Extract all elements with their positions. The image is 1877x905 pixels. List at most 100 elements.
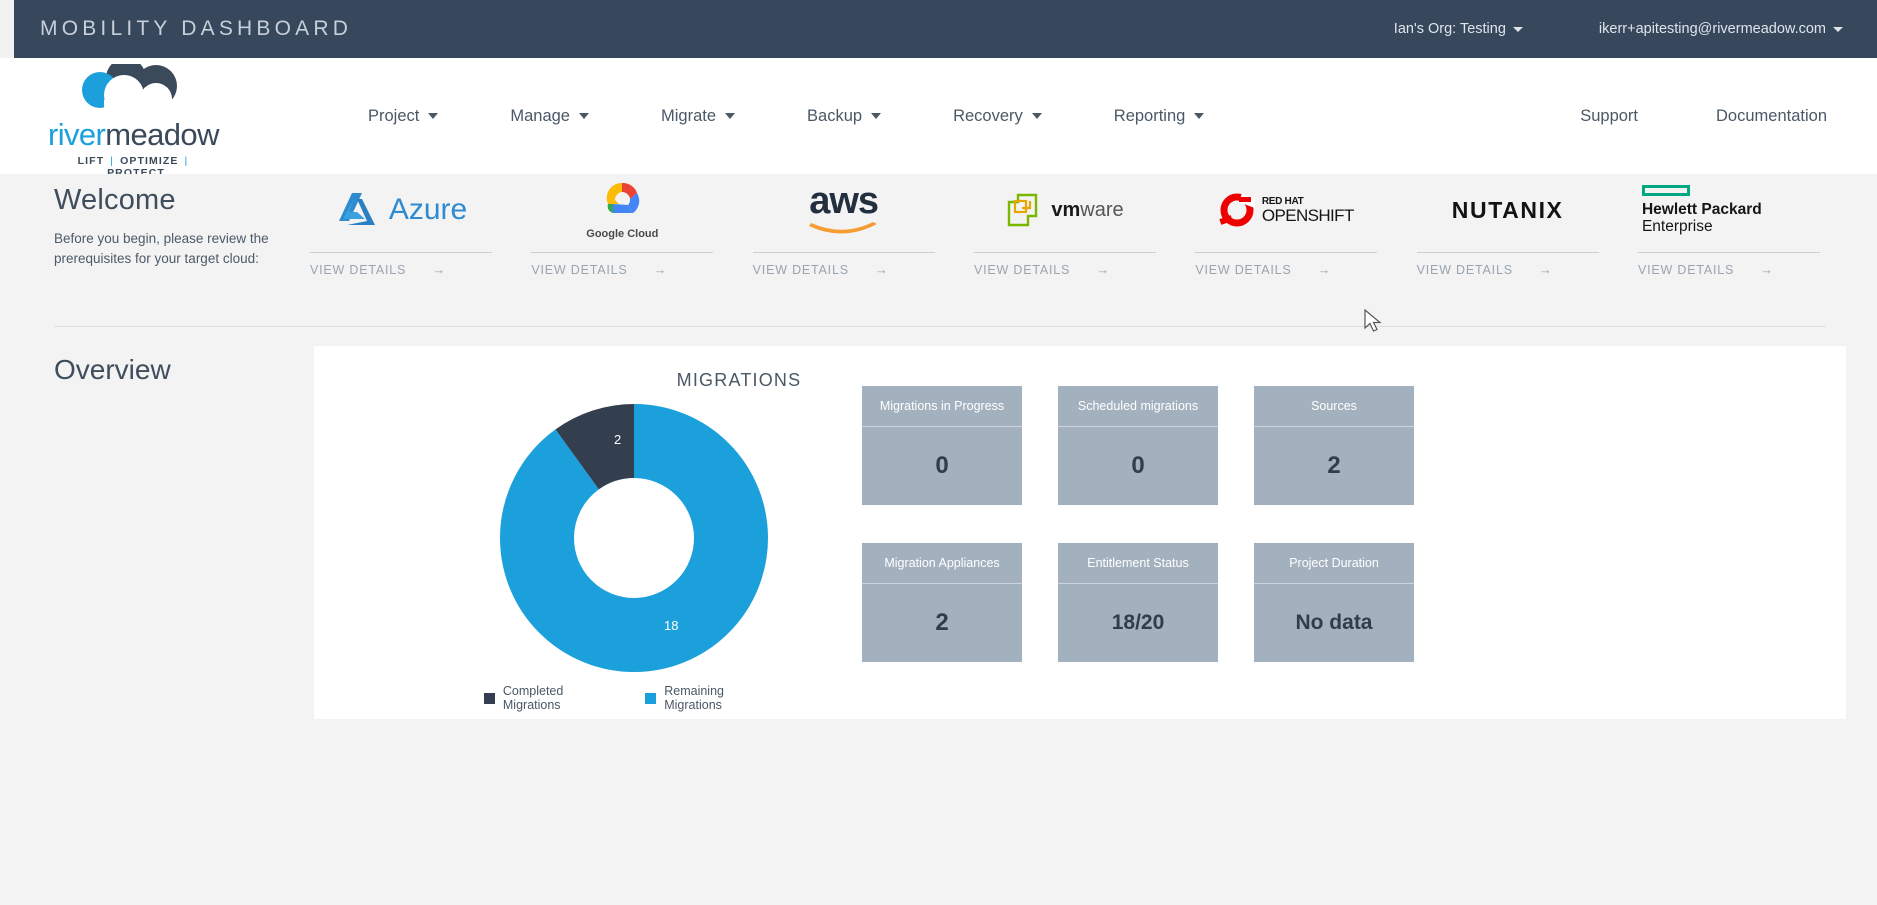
- chevron-down-icon: [1031, 113, 1042, 119]
- red-hat-openshift-icon: [1219, 193, 1255, 227]
- primary-nav: Project Manage Migrate Backup Recovery R…: [332, 58, 1240, 174]
- azure-logo: Azure: [310, 174, 492, 246]
- aws-wordmark: aws: [809, 180, 879, 223]
- stat-tile-label: Migration Appliances: [862, 543, 1022, 584]
- chevron-down-icon: [1833, 26, 1843, 32]
- legend-item-completed[interactable]: Completed Migrations: [484, 684, 623, 712]
- nav-item-label: Migrate: [661, 106, 717, 125]
- cloud-card-nutanix[interactable]: NUTANIX VIEW DETAILS →: [1416, 174, 1599, 309]
- vmware-logo: vmware: [974, 174, 1156, 246]
- main-navbar: [0, 58, 1877, 174]
- aws-smile-icon: [808, 221, 877, 234]
- view-details-label: VIEW DETAILS: [1637, 262, 1735, 277]
- cloud-card-hpe[interactable]: Hewlett Packard Enterprise VIEW DETAILS …: [1637, 174, 1820, 309]
- logo-word-meadow: meadow: [105, 117, 219, 152]
- nav-item-label: Backup: [807, 106, 863, 125]
- arrow-right-icon: →: [432, 262, 447, 277]
- chevron-down-icon: [579, 113, 589, 119]
- arrow-right-icon: →: [1760, 262, 1774, 277]
- hpe-logo: Hewlett Packard Enterprise: [1638, 174, 1820, 246]
- hpe-rect-icon: [1641, 184, 1690, 196]
- nav-item-documentation[interactable]: Documentation: [1716, 106, 1827, 125]
- view-details-label: VIEW DETAILS: [531, 262, 628, 277]
- top-bar-right: Ian's Org: Testing ikerr+apitesting@rive…: [1394, 21, 1843, 37]
- google-cloud-logo: Google Cloud: [531, 174, 713, 246]
- welcome-block: Welcome Before you begin, please review …: [54, 184, 304, 268]
- stat-tile-scheduled-migrations[interactable]: Scheduled migrations 0: [1058, 386, 1218, 505]
- view-details-openshift[interactable]: VIEW DETAILS →: [1195, 252, 1378, 277]
- app-title: MOBILITY DASHBOARD: [40, 17, 353, 40]
- stat-tile-value: No data: [1295, 611, 1373, 634]
- nav-item-support[interactable]: Support: [1580, 106, 1639, 125]
- stat-tile-project-duration[interactable]: Project Duration No data: [1254, 543, 1414, 662]
- nav-item-backup[interactable]: Backup: [771, 107, 917, 126]
- stat-tile-label: Migrations in Progress: [862, 386, 1022, 427]
- org-selector[interactable]: Ian's Org: Testing: [1394, 21, 1523, 37]
- nav-item-recovery[interactable]: Recovery: [917, 107, 1078, 126]
- vmware-wordmark-light: ware: [1080, 198, 1124, 221]
- cloud-card-vmware[interactable]: vmware VIEW DETAILS →: [973, 174, 1156, 309]
- tagline-optimize: OPTIMIZE: [120, 155, 179, 167]
- chart-title: MIGRATIONS: [676, 370, 802, 390]
- azure-icon: [338, 193, 375, 225]
- stat-tile-sources[interactable]: Sources 2: [1254, 386, 1414, 505]
- overview-title: Overview: [54, 354, 171, 385]
- view-details-nutanix[interactable]: VIEW DETAILS →: [1416, 252, 1599, 277]
- view-details-azure[interactable]: VIEW DETAILS →: [310, 252, 492, 277]
- view-details-aws[interactable]: VIEW DETAILS →: [752, 252, 935, 277]
- chevron-down-icon: [1194, 113, 1205, 119]
- cloud-card-azure[interactable]: Azure VIEW DETAILS →: [310, 174, 492, 309]
- donut-slice-completed: [500, 404, 768, 672]
- logo-word-river: river: [48, 117, 106, 152]
- view-details-vmware[interactable]: VIEW DETAILS →: [973, 252, 1156, 277]
- azure-wordmark: Azure: [388, 193, 468, 226]
- rivermeadow-logo[interactable]: rivermeadow LIFT | OPTIMIZE | PROTECT: [48, 58, 219, 179]
- nav-item-project[interactable]: Project: [332, 107, 474, 126]
- donut-label-remaining: 18: [664, 618, 679, 633]
- view-details-google-cloud[interactable]: VIEW DETAILS →: [531, 252, 714, 277]
- vmware-wordmark: vmware: [1051, 199, 1123, 222]
- page-title: Welcome: [54, 184, 176, 216]
- section-divider: [54, 326, 1826, 327]
- cloud-card-openshift[interactable]: RED HAT OPENSHIFT VIEW DETAILS →: [1195, 174, 1378, 309]
- stat-tile-label: Project Duration: [1254, 543, 1414, 584]
- view-details-label: VIEW DETAILS: [752, 262, 849, 277]
- cloud-card-google-cloud[interactable]: Google Cloud VIEW DETAILS →: [531, 174, 714, 309]
- nav-item-manage[interactable]: Manage: [474, 107, 625, 126]
- stat-tile-value: 0: [935, 452, 949, 479]
- secondary-nav: Support Documentation: [1580, 58, 1827, 174]
- stat-tile-migrations-in-progress[interactable]: Migrations in Progress 0: [862, 386, 1022, 505]
- stat-tile-label: Sources: [1254, 386, 1414, 427]
- chevron-down-icon: [428, 113, 439, 119]
- welcome-subtitle: Before you begin, please review the prer…: [54, 231, 269, 266]
- stat-tile-label: Entitlement Status: [1058, 543, 1218, 584]
- tagline-lift: LIFT: [77, 155, 105, 167]
- stat-tile-entitlement-status[interactable]: Entitlement Status 18/20: [1058, 543, 1218, 662]
- red-hat-wordmark: RED HAT: [1261, 195, 1304, 207]
- org-selector-label: Ian's Org: Testing: [1393, 21, 1506, 37]
- legend-swatch-icon: [645, 692, 657, 704]
- stat-tile-migration-appliances[interactable]: Migration Appliances 2: [862, 543, 1022, 662]
- migrations-donut-chart[interactable]: 2 18: [500, 404, 768, 672]
- user-menu[interactable]: ikerr+apitesting@rivermeadow.com: [1599, 21, 1843, 37]
- chart-legend: Completed Migrations Remaining Migration…: [484, 684, 784, 712]
- view-details-label: VIEW DETAILS: [973, 262, 1071, 277]
- arrow-right-icon: →: [1317, 262, 1332, 277]
- stat-tile-label: Scheduled migrations: [1058, 386, 1218, 427]
- nav-item-label: Project: [368, 106, 420, 125]
- cloud-logo-icon: [82, 58, 177, 115]
- legend-swatch-icon: [484, 692, 495, 704]
- stat-tile-value: 2: [1327, 452, 1341, 479]
- cloud-card-aws[interactable]: aws VIEW DETAILS →: [752, 174, 935, 309]
- top-bar: MOBILITY DASHBOARD Ian's Org: Testing ik…: [14, 0, 1877, 58]
- hpe-wordmark-top: Hewlett Packard: [1641, 200, 1762, 218]
- nav-item-migrate[interactable]: Migrate: [625, 107, 771, 126]
- nav-item-reporting[interactable]: Reporting: [1078, 107, 1241, 126]
- donut-svg: [500, 404, 768, 672]
- view-details-label: VIEW DETAILS: [1195, 262, 1292, 277]
- tagline-separator: |: [101, 155, 189, 179]
- google-cloud-icon: [607, 182, 640, 213]
- legend-item-remaining[interactable]: Remaining Migrations: [645, 684, 784, 712]
- view-details-hpe[interactable]: VIEW DETAILS →: [1637, 252, 1820, 277]
- chevron-down-icon: [871, 113, 882, 119]
